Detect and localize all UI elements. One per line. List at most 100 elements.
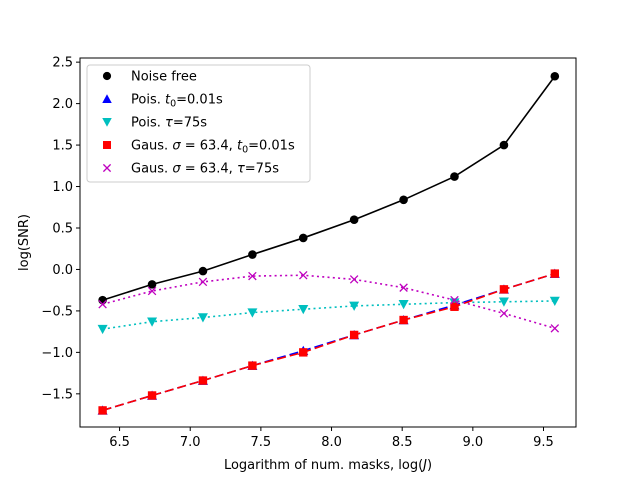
x-label-suffix: ): [427, 458, 432, 473]
legend-label: Pois. t0=0.01s: [131, 93, 223, 110]
data-point: [349, 275, 359, 284]
x-axis-label: Logarithm of num. masks, log(J): [224, 458, 432, 473]
legend-item-3: Gaus. σ = 63.4, t0=0.01s: [103, 139, 295, 156]
data-point: [499, 309, 509, 318]
y-tick-label: 0.5: [52, 221, 73, 236]
data-point: [147, 317, 158, 327]
data-point: [550, 71, 560, 81]
series-4: [98, 270, 560, 333]
legend-label-part: Noise free: [131, 70, 197, 85]
legend-label-part: Gaus.: [131, 162, 172, 177]
legend-marker: [103, 141, 111, 149]
data-point: [98, 300, 107, 309]
x-tick-label: 8.5: [392, 435, 413, 450]
data-point: [349, 301, 360, 311]
data-point: [399, 283, 408, 292]
y-tick-label: 2.0: [52, 97, 73, 112]
legend-label-part: =0.01s: [248, 139, 295, 154]
series-0: [98, 71, 560, 305]
legend-label-part: Pois.: [131, 93, 165, 108]
data-point: [349, 330, 359, 340]
x-label-prefix: Logarithm of num. masks, log(: [224, 458, 423, 473]
legend-marker: [102, 94, 112, 104]
legend-box: [86, 64, 311, 183]
data-point: [98, 295, 107, 305]
legend-label-part: 0: [170, 99, 176, 110]
data-point: [147, 286, 157, 296]
data-point: [97, 324, 108, 335]
data-point: [450, 295, 459, 305]
data-point: [450, 172, 459, 181]
legend-label-part: τ: [165, 116, 173, 131]
legend-item-1: Pois. t0=0.01s: [102, 93, 223, 110]
data-point: [550, 269, 560, 278]
legend-marker: [102, 117, 112, 127]
data-point: [549, 296, 560, 306]
x-tick-label: 9.5: [533, 435, 554, 450]
data-point: [98, 406, 107, 415]
legend-label-part: =75s: [245, 162, 279, 177]
legend-label-part: = 63.4,: [181, 162, 237, 177]
data-point: [248, 271, 257, 281]
legend-label-part: t: [165, 93, 171, 108]
plot-frame: [79, 57, 577, 428]
series-layer: [97, 71, 560, 415]
y-tick-label: −0.5: [41, 304, 73, 319]
legend-label-part: 0: [242, 145, 248, 156]
series-line: [102, 75, 556, 301]
series-3: [98, 269, 560, 415]
data-point: [198, 376, 208, 385]
legend-label-part: Pois.: [131, 116, 165, 131]
x-tick-label: 7.5: [251, 435, 272, 450]
legend-label-part: = 63.4,: [181, 139, 237, 154]
data-point: [248, 250, 257, 259]
data-point: [499, 285, 509, 294]
series-1: [97, 268, 560, 415]
y-tick-label: −1.5: [41, 387, 73, 402]
legend-label-part: σ: [172, 162, 181, 177]
legend-label: Gaus. σ = 63.4, t0=0.01s: [131, 139, 295, 156]
legend-label: Gaus. σ = 63.4, τ=75s: [131, 162, 279, 177]
series-2: [97, 296, 560, 335]
legend-label-part: τ: [237, 162, 245, 177]
legend-label-part: =75s: [173, 116, 207, 131]
x-tick-label: 6.5: [109, 435, 130, 450]
data-point: [349, 215, 359, 224]
y-tick-label: 2.5: [52, 56, 73, 71]
x-tick-label: 9.0: [462, 435, 483, 450]
data-point: [248, 361, 257, 370]
x-tick-label: 8.0: [321, 435, 342, 450]
data-point: [550, 324, 560, 333]
legend-marker: [102, 71, 112, 81]
legend-item-4: Gaus. σ = 63.4, τ=75s: [102, 162, 279, 177]
legend-label: Noise free: [131, 70, 197, 85]
data-point: [298, 233, 308, 243]
data-point: [399, 195, 408, 205]
legend-label-part: σ: [172, 139, 181, 154]
data-point: [198, 277, 208, 287]
x-label-variable: J: [420, 458, 427, 473]
y-tick-label: 0.0: [52, 263, 73, 278]
data-point: [198, 266, 208, 276]
series-line: [102, 272, 556, 412]
x-tick-label: 7.0: [180, 435, 201, 450]
data-point: [298, 305, 309, 315]
y-tick-label: −1.0: [41, 346, 73, 361]
series-line: [102, 274, 556, 330]
legend-label-part: Gaus.: [131, 139, 172, 154]
data-point: [197, 313, 208, 323]
legend-marker: [102, 163, 112, 173]
data-point: [498, 297, 509, 307]
data-point: [499, 140, 509, 150]
data-point: [399, 315, 408, 325]
data-point: [247, 308, 258, 318]
y-tick-label: 1.5: [52, 139, 73, 154]
legend-label-part: t: [237, 139, 243, 154]
data-point: [299, 270, 308, 280]
axes-layer: 6.5 7.0 7.5 8.0 8.5 9.0 9.5 −1.5 −1.0 −0.5 0.0 0.5 1…: [41, 56, 553, 450]
data-point: [147, 391, 157, 400]
legend-item-0: Noise free: [102, 70, 197, 85]
data-point: [147, 280, 157, 289]
legend-item-2: Pois. τ=75s: [102, 116, 207, 131]
